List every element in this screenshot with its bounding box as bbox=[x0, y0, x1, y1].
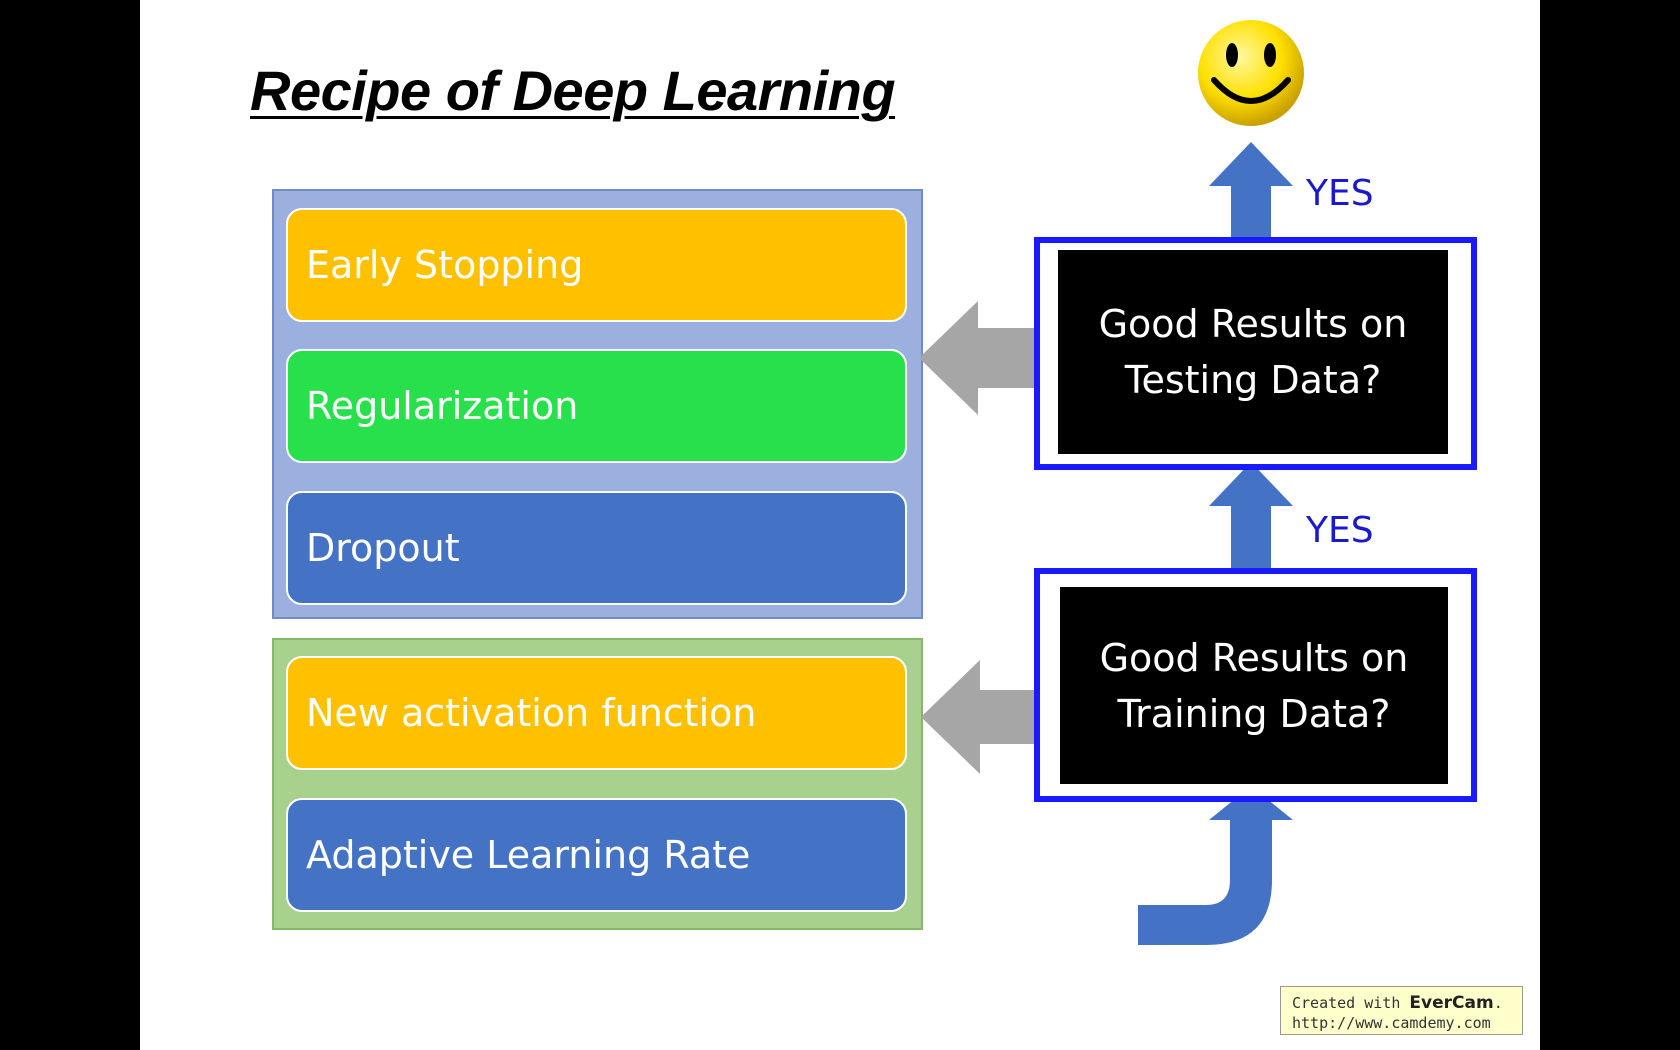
left-arrow-training bbox=[921, 660, 1068, 774]
early-stopping-box: Early Stopping bbox=[286, 208, 907, 322]
regularization-box: Regularization bbox=[286, 349, 907, 463]
slide-title: Recipe of Deep Learning bbox=[250, 59, 896, 122]
training-question-box: Good Results on Training Data? bbox=[1060, 587, 1448, 784]
testing-question-line1: Good Results on bbox=[1098, 302, 1408, 346]
watermark-url[interactable]: http://www.camdemy.com bbox=[1292, 1014, 1491, 1032]
up-arrow-to-testing bbox=[1209, 462, 1293, 580]
watermark-prefix: Created with bbox=[1292, 994, 1410, 1012]
yes-label-middle: YES bbox=[1306, 510, 1374, 551]
training-question-line2: Training Data? bbox=[1117, 691, 1391, 736]
yes-label-top: YES bbox=[1306, 173, 1374, 214]
testing-question-line2: Testing Data? bbox=[1124, 358, 1382, 402]
left-arrow-testing bbox=[919, 301, 1068, 415]
adaptive-learning-rate-box: Adaptive Learning Rate bbox=[286, 798, 907, 912]
training-question-line1: Good Results on bbox=[1099, 635, 1409, 680]
testing-question-box: Good Results on Testing Data? bbox=[1058, 250, 1448, 454]
watermark-suffix: . bbox=[1493, 994, 1503, 1012]
curved-entry-arrow bbox=[1138, 786, 1293, 945]
up-arrow-to-smiley bbox=[1209, 142, 1293, 248]
dropout-box: Dropout bbox=[286, 491, 907, 605]
new-activation-function-box: New activation function bbox=[286, 656, 907, 770]
flow-arrows bbox=[919, 20, 1304, 945]
slide: Recipe of Deep Learning Early Stopping R… bbox=[140, 0, 1540, 1050]
evercam-watermark: Created with EverCam. http://www.camdemy… bbox=[1280, 986, 1523, 1035]
watermark-brand: EverCam bbox=[1409, 993, 1494, 1013]
smiley-icon bbox=[1198, 20, 1304, 126]
